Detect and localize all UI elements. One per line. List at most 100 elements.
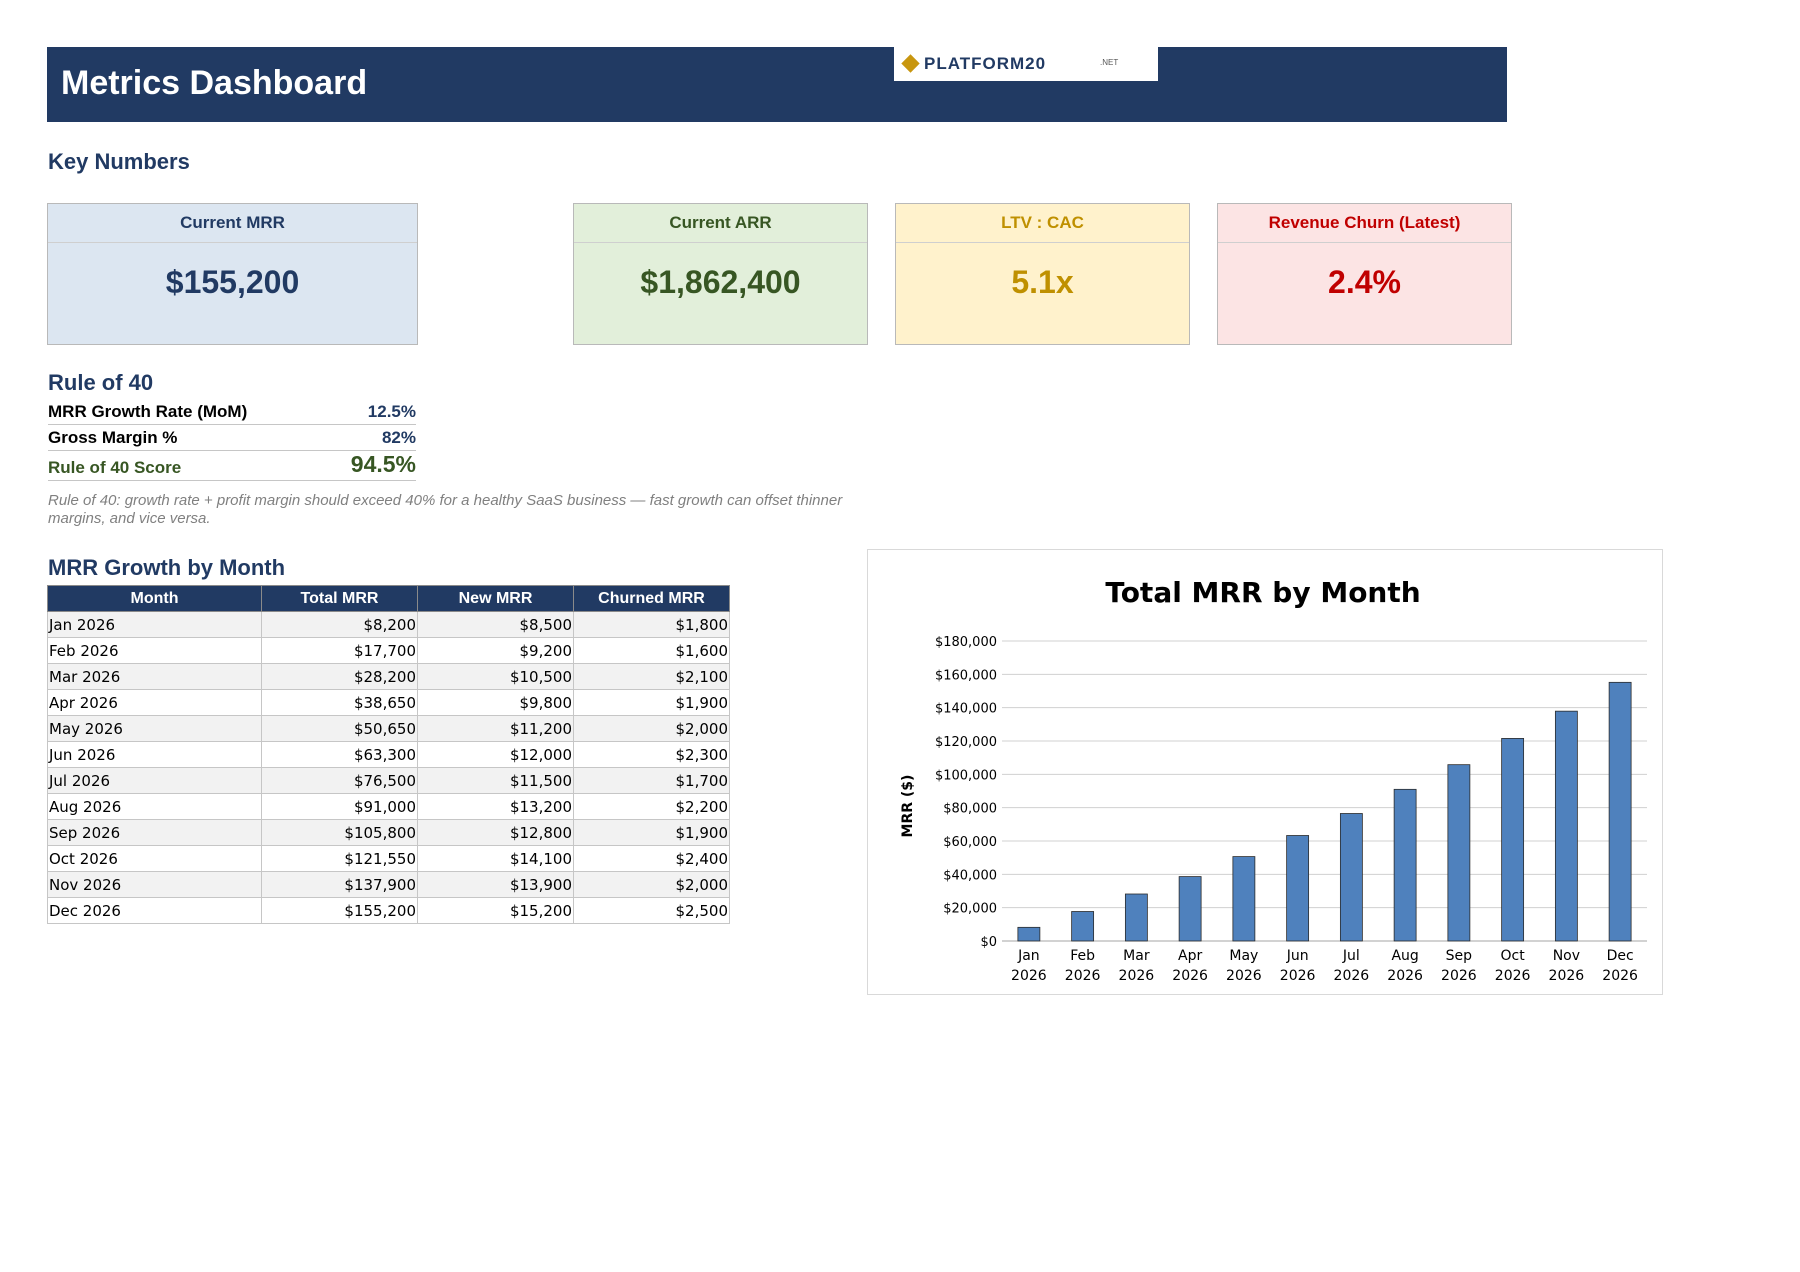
r40-label: MRR Growth Rate (MoM) (48, 402, 248, 421)
value-cell: $14,100 (417, 845, 574, 872)
value-cell: $2,500 (573, 897, 730, 924)
x-tick-label: 2026 (1549, 968, 1585, 984)
value-cell: $1,900 (573, 819, 730, 846)
x-tick-label: Dec (1607, 948, 1634, 964)
value-cell: $91,000 (261, 793, 418, 820)
table-row: Apr 2026 $38,650 $9,800 $1,900 (47, 689, 730, 716)
value-cell: $2,200 (573, 793, 730, 820)
month-cell: Jul 2026 (47, 767, 262, 794)
x-tick-label: 2026 (1065, 968, 1101, 984)
kpi-value: 2.4% (1328, 264, 1401, 300)
value-cell: $8,200 (261, 611, 418, 638)
x-tick-label: Jul (1342, 948, 1360, 964)
month-cell: Oct 2026 (47, 845, 262, 872)
kpi-value: $1,862,400 (640, 264, 801, 300)
table-row: May 2026 $50,650 $11,200 $2,000 (47, 715, 730, 742)
mrr-table-title: MRR Growth by Month (48, 555, 286, 580)
chart-x-ticks: Jan 2026 Feb 2026 Mar 2026 Apr 2026 May 2026 Jun 20… (1011, 948, 1638, 984)
x-tick-label: Jan (1017, 948, 1040, 964)
r40-label: Gross Margin % (48, 428, 178, 447)
month-cell: Sep 2026 (47, 819, 262, 846)
y-tick-label: $20,000 (943, 902, 997, 917)
value-cell: $2,300 (573, 741, 730, 768)
table-row: Dec 2026 $155,200 $15,200 $2,500 (47, 897, 730, 924)
chart-y-ticks: $0 $20,000 $40,000 $60,000 $80,000 $100,000 $1… (935, 635, 997, 950)
y-tick-label: $120,000 (935, 735, 997, 750)
x-tick-label: 2026 (1495, 968, 1531, 984)
column-header: Total MRR (261, 585, 418, 612)
value-cell: $12,000 (417, 741, 574, 768)
x-tick-label: Aug (1391, 948, 1418, 964)
page-title: Metrics Dashboard (61, 64, 368, 102)
value-cell: $1,700 (573, 767, 730, 794)
kpi-label: Revenue Churn (Latest) (1218, 204, 1511, 243)
x-tick-label: 2026 (1602, 968, 1638, 984)
r40-score-label: Rule of 40 Score (48, 458, 182, 477)
x-tick-label: Sep (1446, 948, 1473, 964)
chart-title: Total MRR by Month (1105, 576, 1420, 609)
logo (894, 47, 1158, 81)
mrr-bar-chart: Total MRR by Month MRR ($) $0 $20,000 $40,… (900, 576, 1647, 984)
logo-text: PLATFORM20 (924, 54, 1047, 73)
value-cell: $76,500 (261, 767, 418, 794)
chart-y-axis-label: MRR ($) (900, 775, 916, 838)
bar (1124, 893, 1148, 942)
x-tick-label: Feb (1070, 948, 1095, 964)
kpi-label: Current ARR (574, 204, 867, 243)
value-cell: $1,600 (573, 637, 730, 664)
value-cell: $63,300 (261, 741, 418, 768)
value-cell: $11,500 (417, 767, 574, 794)
x-tick-label: Nov (1553, 948, 1580, 964)
value-cell: $10,500 (417, 663, 574, 690)
r40-value: 12.5% (367, 402, 416, 421)
y-tick-label: $160,000 (935, 668, 997, 683)
bar (1232, 856, 1256, 942)
rule-of-40-note: Rule of 40: growth rate + profit margin … (48, 492, 843, 527)
bar (1393, 788, 1417, 942)
table-row: Nov 2026 $137,900 $13,900 $2,000 (47, 871, 730, 898)
x-tick-label: Mar (1123, 948, 1150, 964)
x-tick-label: 2026 (1119, 968, 1155, 984)
month-cell: Feb 2026 (47, 637, 262, 664)
value-cell: $12,800 (417, 819, 574, 846)
r40-row-margin: Gross Margin % 82% (48, 424, 416, 451)
table-row: Jan 2026 $8,200 $8,500 $1,800 (47, 611, 730, 638)
table-row: Sep 2026 $105,800 $12,800 $1,900 (47, 819, 730, 846)
r40-score-value: 94.5% (350, 451, 416, 477)
value-cell: $9,800 (417, 689, 574, 716)
kpi-card-ltv-cac: LTV : CAC 5.1x (895, 203, 1190, 345)
kpi-value: 5.1x (1011, 264, 1074, 300)
r40-value: 82% (381, 428, 416, 447)
value-cell: $13,900 (417, 871, 574, 898)
value-cell: $2,000 (573, 715, 730, 742)
y-tick-label: $140,000 (935, 702, 997, 717)
month-cell: Aug 2026 (47, 793, 262, 820)
table-body: Jan 2026 $8,200 $8,500 $1,800 Feb 2026 $17,70… (47, 611, 730, 924)
x-tick-label: 2026 (1280, 968, 1316, 984)
value-cell: $8,500 (417, 611, 574, 638)
kpi-label: Current MRR (48, 204, 417, 243)
bar (1017, 926, 1041, 942)
bar (1501, 738, 1525, 942)
month-cell: Apr 2026 (47, 689, 262, 716)
y-tick-label: $100,000 (935, 768, 997, 783)
month-cell: Mar 2026 (47, 663, 262, 690)
x-tick-label: 2026 (1011, 968, 1047, 984)
x-tick-label: Oct (1501, 948, 1526, 964)
dashboard-header (47, 47, 1507, 122)
kpi-card-churn: Revenue Churn (Latest) 2.4% (1217, 203, 1512, 345)
y-tick-label: $40,000 (943, 868, 997, 883)
value-cell: $2,000 (573, 871, 730, 898)
value-cell: $11,200 (417, 715, 574, 742)
table-row: Jul 2026 $76,500 $11,500 $1,700 (47, 767, 730, 794)
value-cell: $1,800 (573, 611, 730, 638)
x-tick-label: Apr (1178, 948, 1202, 964)
kpi-value: $155,200 (165, 264, 300, 300)
bar (1178, 876, 1202, 942)
value-cell: $15,200 (417, 897, 574, 924)
table-row: Jun 2026 $63,300 $12,000 $2,300 (47, 741, 730, 768)
chart-gridlines (1002, 640, 1647, 942)
value-cell: $105,800 (261, 819, 418, 846)
column-header: Churned MRR (573, 585, 730, 612)
x-tick-label: 2026 (1172, 968, 1208, 984)
